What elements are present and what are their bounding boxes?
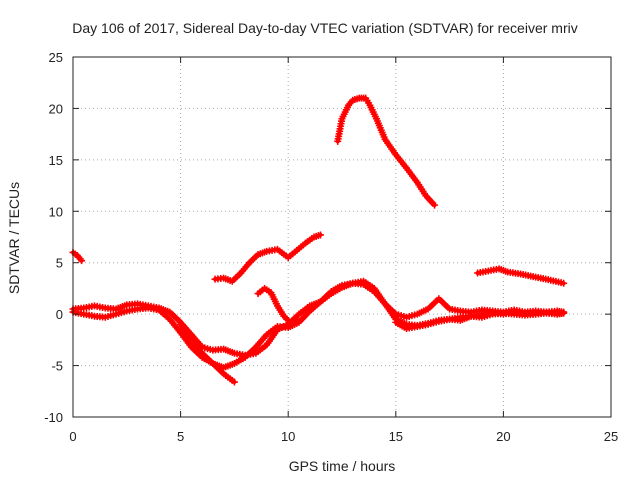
y-axis-label: SDTVAR / TECUs xyxy=(6,182,22,294)
series-s9 xyxy=(392,308,568,333)
plot-frame xyxy=(72,56,612,418)
grid-layer xyxy=(73,57,611,417)
y-tick-label: 10 xyxy=(49,204,63,219)
series-markers xyxy=(69,279,568,372)
series-markers xyxy=(254,284,301,326)
series-s7 xyxy=(177,320,238,386)
y-tick-label: 15 xyxy=(49,153,63,168)
series-s1 xyxy=(69,248,86,265)
x-tick-label: 15 xyxy=(389,429,403,444)
chart-title: Day 106 of 2017, Sidereal Day-to-day VTE… xyxy=(72,20,577,36)
series-s8 xyxy=(254,284,301,326)
series-markers xyxy=(474,265,568,287)
y-tick-label: -10 xyxy=(44,410,63,425)
series-s4 xyxy=(474,265,568,287)
series-markers xyxy=(334,94,439,209)
x-tick-label: 10 xyxy=(281,429,295,444)
series-markers xyxy=(69,277,568,359)
x-tick-label: 5 xyxy=(177,429,184,444)
x-tick-label: 0 xyxy=(69,429,76,444)
axis-layer: 0 5 10 15 20 25 -10 -5 0 5 10 15 20 25 xyxy=(44,50,618,444)
x-tick-label: 20 xyxy=(496,429,510,444)
series-s5 xyxy=(69,277,568,359)
x-tick-label: 25 xyxy=(604,429,618,444)
data-layer xyxy=(69,94,568,386)
x-axis-label: GPS time / hours xyxy=(289,458,396,474)
series-markers xyxy=(177,320,238,386)
y-tick-label: 25 xyxy=(49,50,63,65)
series-line xyxy=(71,281,566,370)
series-s2 xyxy=(334,94,439,209)
y-tick-label: -5 xyxy=(51,359,63,374)
y-tick-label: 0 xyxy=(56,307,63,322)
y-tick-label: 5 xyxy=(56,256,63,271)
series-s6 xyxy=(69,279,568,372)
series-markers xyxy=(392,308,568,333)
series-s3 xyxy=(211,231,324,285)
y-tick-label: 20 xyxy=(49,101,63,116)
series-markers xyxy=(211,231,324,285)
